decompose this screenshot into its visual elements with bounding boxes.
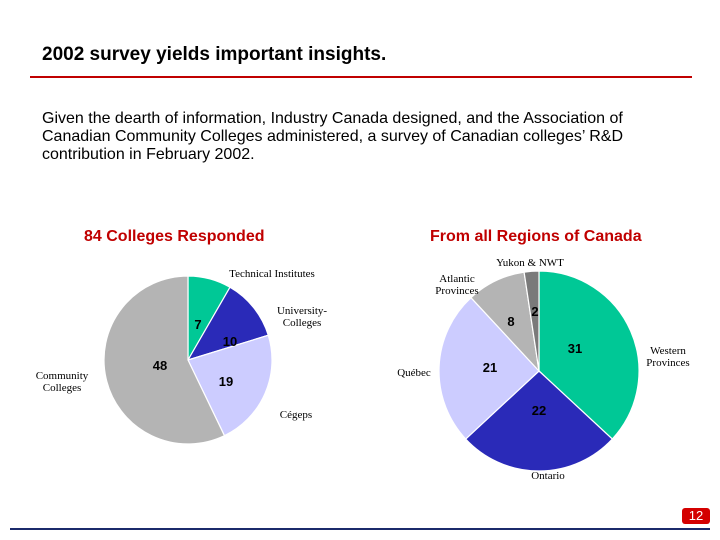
category-label-western-provinces: Western Provinces	[646, 345, 689, 369]
value-label-university-colleges: 10	[223, 334, 237, 349]
category-label-atlantic-provinces: Atlantic Provinces	[435, 273, 478, 297]
slide-title: 2002 survey yields important insights.	[42, 44, 387, 65]
chart2-title: From all Regions of Canada	[430, 228, 642, 245]
pie-slice-c-geps	[187, 334, 273, 437]
value-label-c-geps: 19	[219, 374, 233, 389]
page-number-badge: 12	[682, 508, 710, 524]
value-label-technical-institutes: 7	[194, 317, 201, 332]
bottom-rule	[10, 528, 710, 530]
pie-chart-colleges: 7 10 19 48 Technical Institutes University-Co…	[36, 268, 327, 445]
category-label-university-colleges: University-Colleges	[277, 305, 327, 329]
intro-text: Given the dearth of information, Industr…	[42, 110, 624, 163]
category-label-ontario: Ontario	[531, 470, 565, 482]
pie-slice-qu-bec	[438, 296, 540, 440]
pie-slice-community-colleges	[103, 275, 226, 445]
category-label-technical-institutes: Technical Institutes	[229, 268, 315, 280]
category-label-c-geps: Cégeps	[280, 409, 312, 421]
pie-slice-western-provinces	[538, 270, 640, 440]
category-label-community-colleges: Community Colleges	[36, 370, 89, 394]
category-label-qu-bec: Québec	[397, 367, 431, 379]
title-rule	[30, 76, 692, 78]
value-label-yukon-nwt: 2	[531, 304, 538, 319]
value-label-atlantic-provinces: 8	[507, 314, 514, 329]
value-label-ontario: 22	[532, 403, 546, 418]
pie-slice-university-colleges	[186, 286, 270, 362]
pie-slice-yukon-nwt	[523, 270, 540, 372]
pie-chart-regions: 31 22 21 8 2 Western Provinces Ontario Québec Atl…	[397, 257, 689, 482]
value-label-western-provinces: 31	[568, 341, 582, 356]
value-label-qu-bec: 21	[483, 360, 497, 375]
category-label-yukon-nwt: Yukon & NWT	[496, 257, 564, 269]
chart1-title: 84 Colleges Responded	[84, 228, 265, 245]
pie-slice-ontario	[464, 370, 614, 472]
value-label-community-colleges: 48	[153, 358, 167, 373]
